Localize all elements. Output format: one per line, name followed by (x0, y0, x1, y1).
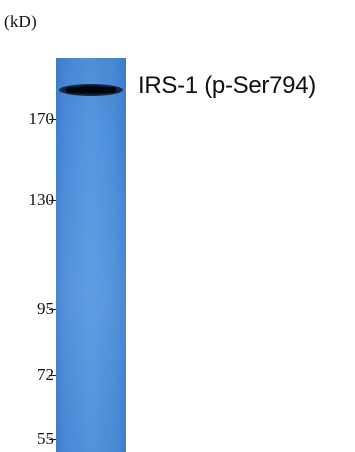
tick-95 (49, 309, 56, 310)
marker-170: 170 (28, 109, 55, 128)
tick-130 (49, 200, 56, 201)
marker-95: 95 (37, 299, 54, 318)
marker-55: 55 (37, 429, 54, 448)
marker-72: 72 (37, 365, 54, 384)
marker-130: 130 (28, 190, 55, 209)
protein-band-core (66, 87, 116, 93)
target-label: IRS-1 (p-Ser794) (138, 72, 316, 99)
blot-lane (56, 58, 126, 452)
tick-55 (49, 439, 56, 440)
lane-shading (56, 58, 126, 452)
tick-72 (49, 375, 56, 376)
unit-label: (kD) (4, 12, 37, 31)
tick-170 (49, 119, 56, 120)
